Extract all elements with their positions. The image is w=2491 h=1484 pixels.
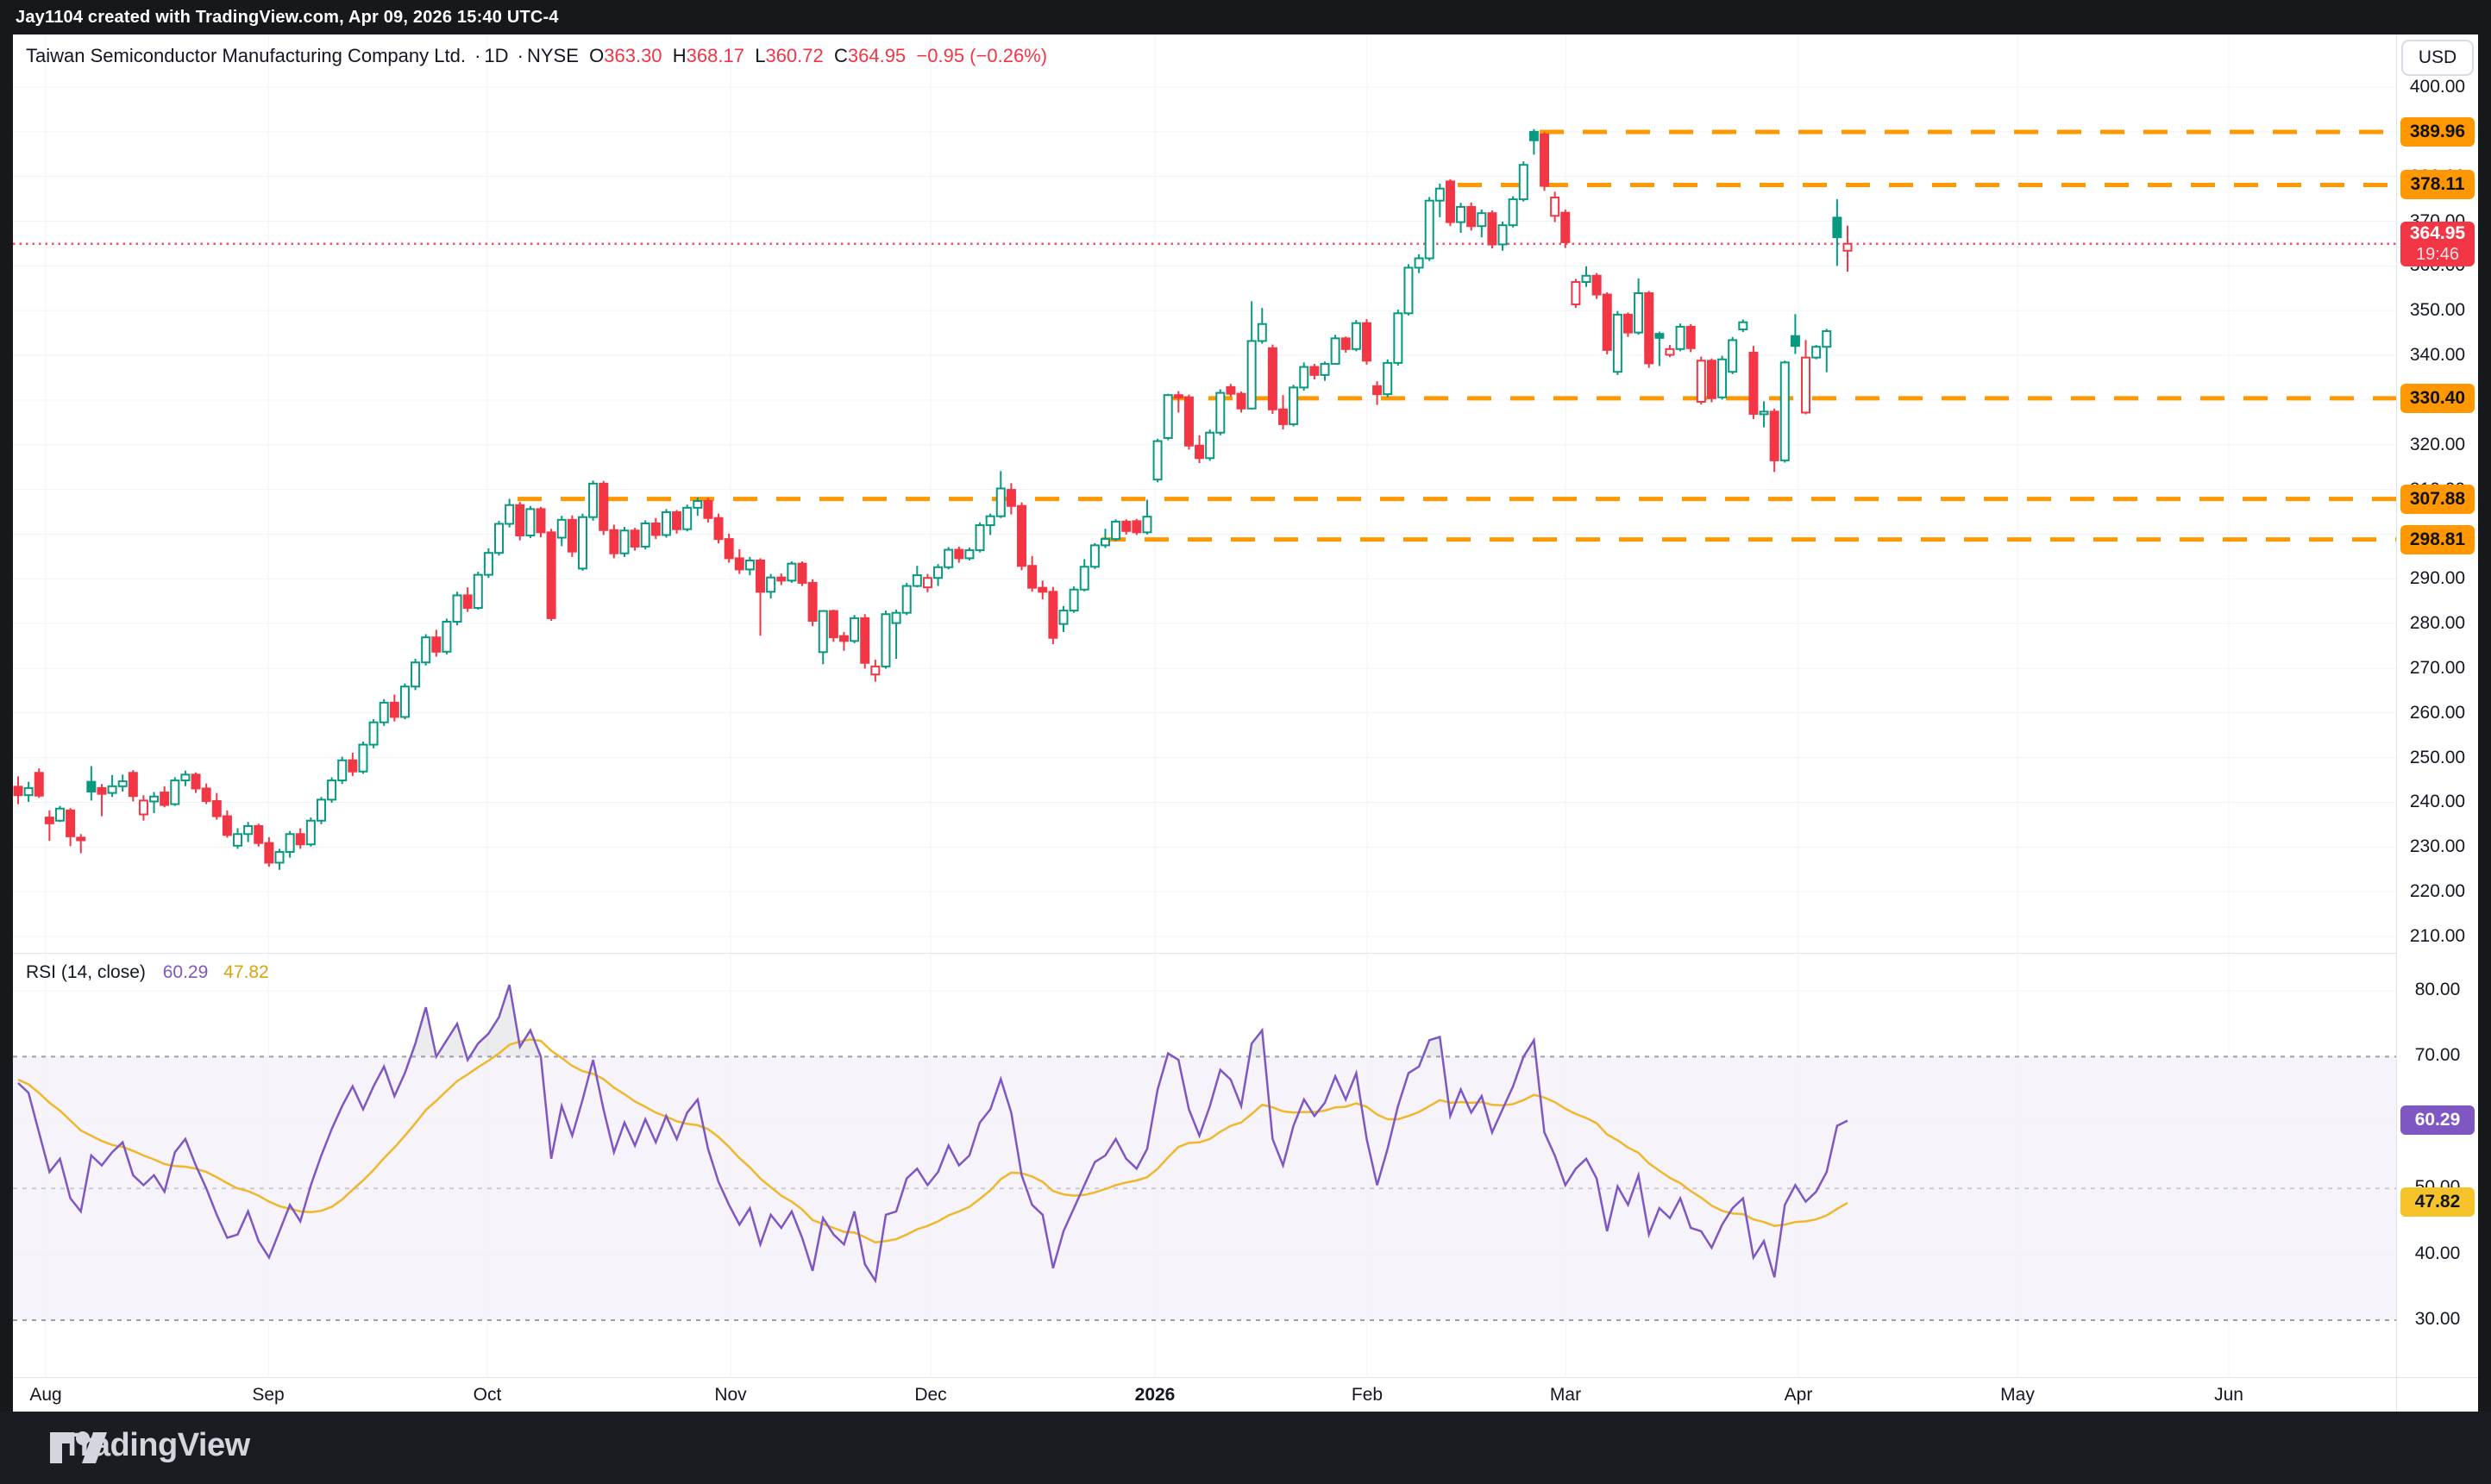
price-tick: 400.00 xyxy=(2409,77,2466,97)
level-label-298.81: 298.81 xyxy=(2400,524,2475,554)
close-label: C xyxy=(833,45,848,66)
low-value: 360.72 xyxy=(765,45,824,66)
rsi-pane[interactable]: RSI (14, close) 60.29 47.82 xyxy=(13,953,2396,1377)
time-label-Nov: Nov xyxy=(714,1385,747,1405)
price-tick: 220.00 xyxy=(2409,881,2466,902)
time-label-Jun: Jun xyxy=(2214,1385,2243,1405)
attribution-bar: Jay1104 created with TradingView.com, Ap… xyxy=(0,0,2491,34)
rsi-tick: 30.00 xyxy=(2414,1309,2461,1329)
chart-area: Taiwan Semiconductor Manufacturing Compa… xyxy=(13,34,2478,1412)
high-value: 368.17 xyxy=(686,45,744,66)
interval-label[interactable]: 1D xyxy=(484,45,509,66)
rsi-tick: 40.00 xyxy=(2414,1243,2461,1263)
time-label-Aug: Aug xyxy=(29,1385,62,1405)
price-tick: 320.00 xyxy=(2409,434,2466,454)
axis-corner xyxy=(2396,1377,2478,1412)
open-value: 363.30 xyxy=(604,45,662,66)
rsi-indicator-name[interactable]: RSI (14, close) xyxy=(26,962,146,982)
level-label-389.96: 389.96 xyxy=(2400,117,2475,147)
rsi-canvas[interactable] xyxy=(13,954,2396,1377)
rsi-tick: 70.00 xyxy=(2414,1045,2461,1066)
tradingview-logo[interactable]: TradingView xyxy=(48,1427,250,1464)
price-tick: 340.00 xyxy=(2409,345,2466,366)
price-tick: 350.00 xyxy=(2409,300,2466,321)
rsi-ma-label: 47.82 xyxy=(2400,1187,2475,1217)
time-label-2026: 2026 xyxy=(1134,1385,1176,1405)
price-tick: 280.00 xyxy=(2409,613,2466,634)
last-price-label: 364.95 19:46 xyxy=(2400,221,2475,266)
exchange-label[interactable]: NYSE xyxy=(526,45,579,66)
rsi-ma-value: 47.82 xyxy=(223,962,269,982)
price-tick: 260.00 xyxy=(2409,702,2466,723)
time-label-Feb: Feb xyxy=(1351,1385,1384,1405)
rsi-value: 60.29 xyxy=(162,962,209,982)
rsi-tick: 80.00 xyxy=(2414,980,2461,999)
close-value: 364.95 xyxy=(847,45,907,66)
level-label-307.88: 307.88 xyxy=(2400,484,2475,514)
candlestick-canvas[interactable] xyxy=(13,34,2396,953)
price-tick: 240.00 xyxy=(2409,792,2466,812)
time-label-Apr: Apr xyxy=(1784,1385,1813,1405)
price-tick: 230.00 xyxy=(2409,836,2466,857)
level-label-378.11: 378.11 xyxy=(2400,170,2475,200)
price-pane[interactable]: Taiwan Semiconductor Manufacturing Compa… xyxy=(13,34,2396,953)
countdown-timer: 19:46 xyxy=(2415,244,2460,264)
change-value: −0.95 (−0.26%) xyxy=(916,45,1048,66)
time-label-Sep: Sep xyxy=(252,1385,285,1405)
price-tick: 210.00 xyxy=(2409,926,2466,946)
time-label-Mar: Mar xyxy=(1549,1385,1582,1405)
price-tick: 290.00 xyxy=(2409,568,2466,589)
attribution-text: Jay1104 created with TradingView.com, Ap… xyxy=(16,8,559,27)
time-label-Dec: Dec xyxy=(914,1385,947,1405)
symbol-legend[interactable]: Taiwan Semiconductor Manufacturing Compa… xyxy=(26,45,1048,66)
rsi-value-label: 60.29 xyxy=(2400,1105,2475,1135)
time-label-Oct: Oct xyxy=(473,1385,502,1405)
time-label-May: May xyxy=(2000,1385,2035,1405)
open-label: O xyxy=(589,45,605,66)
currency-toggle-button[interactable]: USD xyxy=(2401,40,2474,76)
time-axis[interactable]: Aug Sep Oct Nov Dec 2026 Feb Mar Apr May Jun xyxy=(13,1377,2396,1412)
high-label: H xyxy=(672,45,687,66)
rsi-legend[interactable]: RSI (14, close) 60.29 47.82 xyxy=(26,962,269,983)
price-axis[interactable]: 400.00390.00380.00370.00360.00350.00340.… xyxy=(2396,34,2478,1377)
tradingview-logo-icon xyxy=(50,1431,107,1463)
symbol-title[interactable]: Taiwan Semiconductor Manufacturing Compa… xyxy=(26,45,466,66)
low-label: L xyxy=(755,45,766,66)
price-tick: 250.00 xyxy=(2409,747,2466,767)
level-label-330.40: 330.40 xyxy=(2400,383,2475,413)
footer-bar: TradingView xyxy=(0,1412,2491,1484)
price-tick: 270.00 xyxy=(2409,657,2466,678)
